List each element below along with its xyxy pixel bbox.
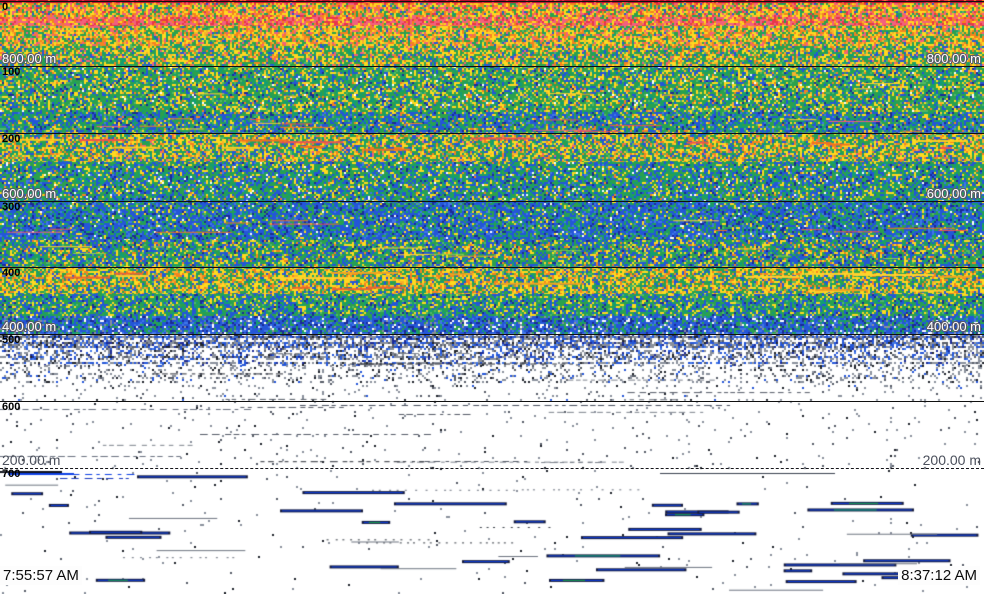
depth-gridline-100 (0, 66, 984, 67)
depth-gridline-700 (0, 468, 984, 469)
depth-tick-label-200: 200 (2, 133, 21, 145)
depth-tick-label-700: 700 (2, 468, 21, 480)
start-time-label: 7:55:57 AM (0, 566, 82, 585)
range-line-label-left-40000m: 400.00 m (2, 319, 57, 334)
range-line-label-left-20000m: 200.00 m (2, 452, 61, 468)
depth-tick-label-400: 400 (2, 267, 21, 279)
depth-gridline-500 (0, 334, 984, 335)
depth-gridline-600 (0, 401, 984, 402)
depth-gridline-400 (0, 267, 984, 268)
depth-gridline-300 (0, 201, 984, 202)
range-line-label-left-80000m: 800.00 m (2, 51, 57, 66)
depth-gridline-0 (0, 1, 984, 2)
range-line-label-left-60000m: 600.00 m (2, 186, 57, 201)
depth-tick-label-500: 500 (2, 334, 21, 346)
depth-gridline-200 (0, 133, 984, 134)
end-time-label: 8:37:12 AM (898, 566, 980, 585)
range-line-label-right-20000m: 200.00 m (922, 452, 981, 468)
depth-tick-label-300: 300 (2, 201, 21, 213)
range-line-label-right-60000m: 600.00 m (926, 186, 981, 201)
depth-tick-label-0: 0 (2, 1, 9, 13)
range-line-label-right-40000m: 400.00 m (926, 319, 981, 334)
depth-tick-label-600: 600 (2, 401, 21, 413)
depth-tick-label-100: 100 (2, 66, 21, 78)
range-line-label-right-80000m: 800.00 m (926, 51, 981, 66)
